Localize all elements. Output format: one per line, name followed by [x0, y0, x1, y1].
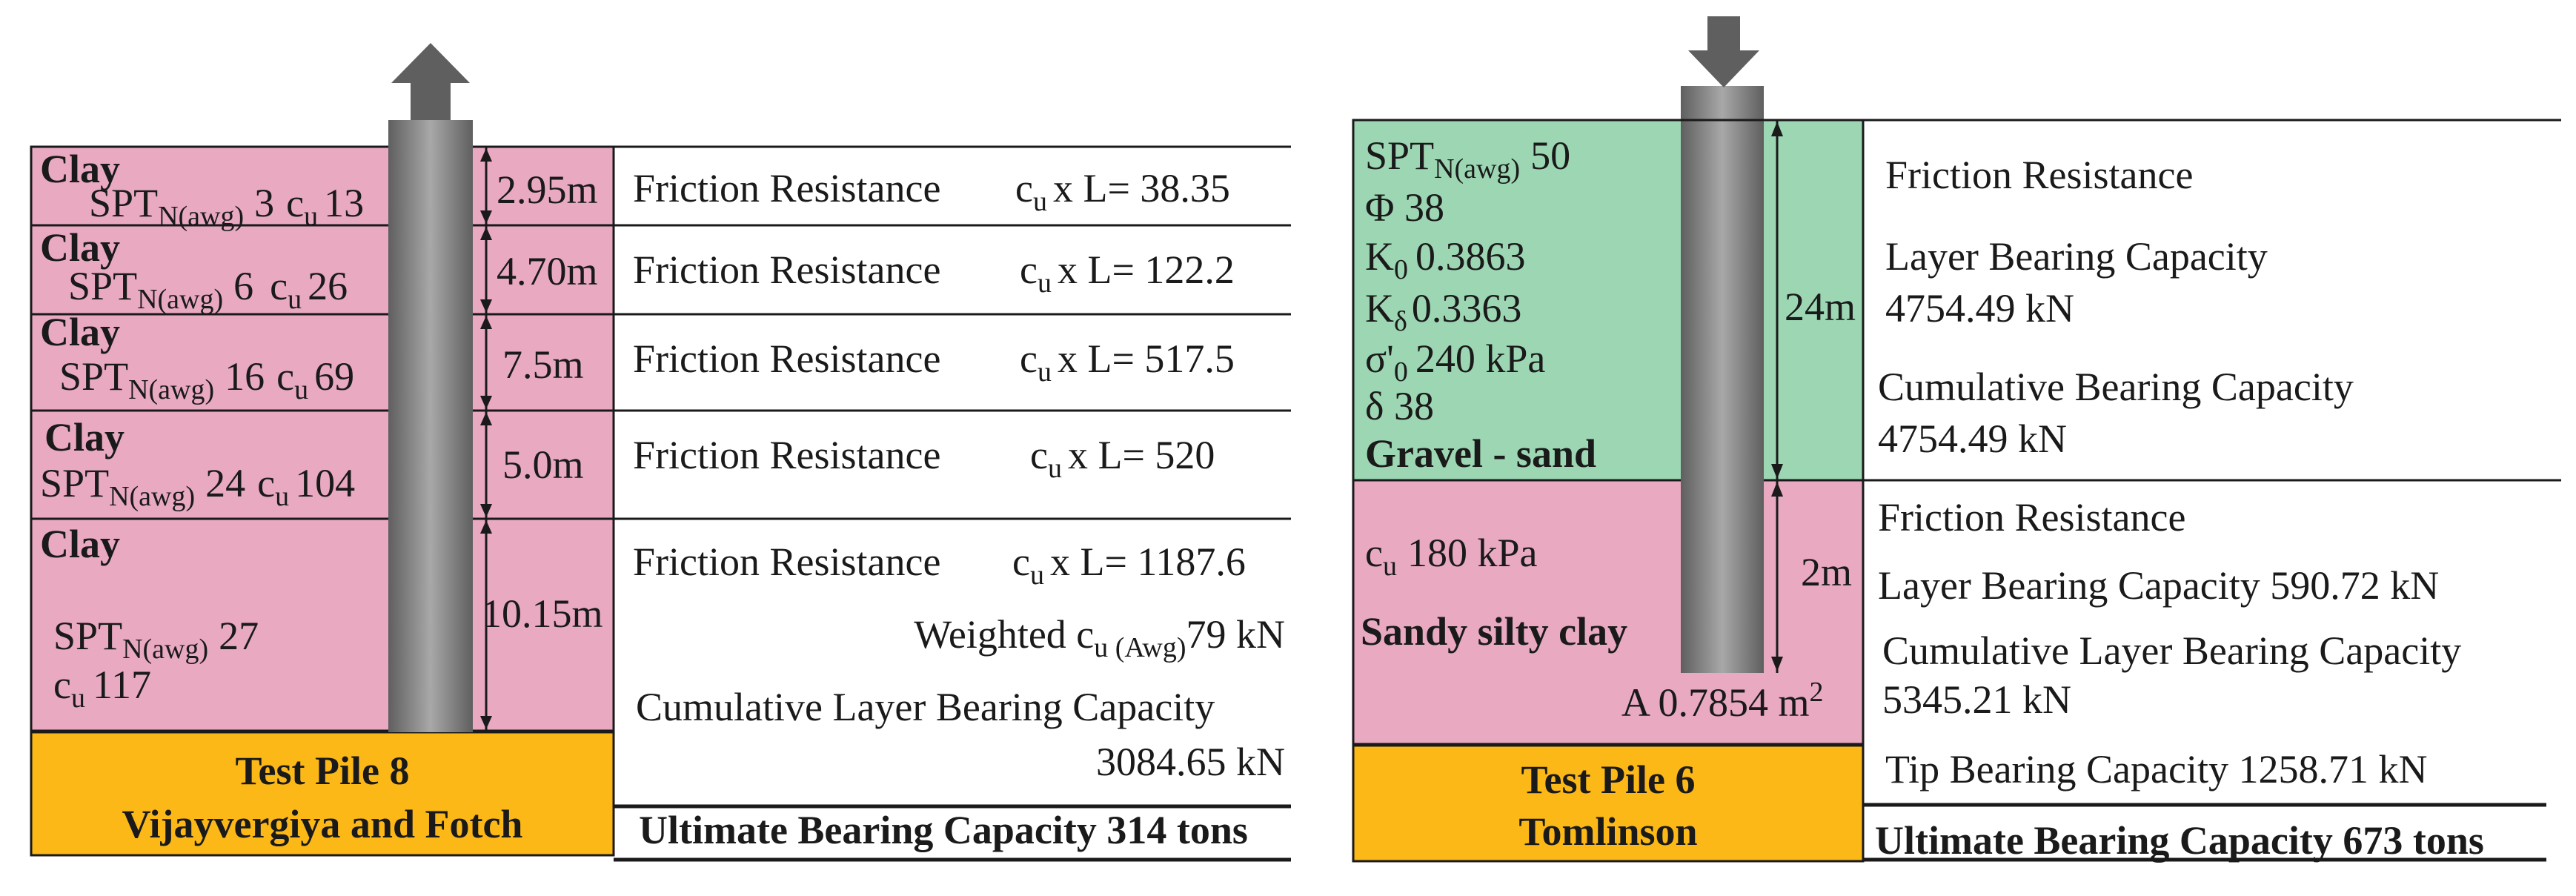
left-layer-3-params: SPTN(awg) 16 cu 69 [59, 354, 354, 405]
right-clay-cumulative-value: 5345.21 kN [1882, 677, 2071, 722]
right-gravel-phi: Φ 38 [1365, 185, 1444, 230]
right-panel: Test Pile 6 Tomlinson 24m 2m SPTN(awg) 50… [1352, 16, 2561, 863]
left-table-lines [614, 145, 1291, 862]
left-clay-layer-5 [31, 519, 614, 731]
right-clay-layer-bearing: Layer Bearing Capacity 590.72 kN [1878, 563, 2439, 608]
right-clay-cumulative-label: Cumulative Layer Bearing Capacity [1882, 628, 2461, 673]
left-cumulative-value: 3084.65 kN [1096, 740, 1285, 784]
right-test-pile-method: Tomlinson [1518, 809, 1697, 854]
right-clay-friction: Friction Resistance [1878, 495, 2185, 540]
right-table-lines [1353, 119, 2561, 862]
right-gravel-spt: SPTN(awg) 50 [1365, 133, 1570, 185]
left-depth-5: 10.15m [482, 591, 603, 636]
left-depth-2: 4.70m [497, 249, 598, 293]
left-layer-4-soil: Clay [44, 415, 125, 459]
left-layer-4-params: SPTN(awg) 24 cu 104 [40, 461, 355, 512]
right-clay-area: A 0.7854 m2 [1621, 677, 1824, 725]
right-depth-clay: 2m [1801, 550, 1852, 594]
left-cumulative-label: Cumulative Layer Bearing Capacity [636, 685, 1215, 729]
left-clay-layer-4 [31, 411, 614, 519]
left-depth-3: 7.5m [502, 342, 584, 387]
right-gravel-delta: δ 38 [1365, 384, 1434, 428]
right-ultimate-capacity: Ultimate Bearing Capacity 673 tons [1875, 818, 2484, 863]
right-gravel-layer-bearing-value: 4754.49 kN [1885, 286, 2074, 331]
left-friction-label-2: Friction Resistance [633, 248, 940, 292]
right-gravel-k0: K0 0.3863 [1365, 234, 1526, 285]
left-layer-1-params: SPTN(awg) 3 cu 13 [89, 181, 364, 232]
right-dimension-arrowheads [1771, 122, 1783, 671]
right-gravel-soil: Gravel - sand [1365, 431, 1596, 476]
left-friction-label-3: Friction Resistance [633, 336, 940, 381]
down-arrow-icon [1688, 16, 1759, 87]
right-gravel-cumulative-label: Cumulative Bearing Capacity [1878, 365, 2354, 409]
left-clay-layer-2 [31, 225, 614, 314]
up-arrow-icon [391, 43, 470, 120]
left-depth-1: 2.95m [497, 167, 598, 212]
left-friction-label-1: Friction Resistance [633, 166, 940, 210]
right-depth-gravel: 24m [1785, 285, 1856, 329]
left-friction-formula-2: cu x L= 122.2 [1020, 248, 1235, 299]
right-gravel-kd: Kδ 0.3363 [1365, 286, 1521, 337]
left-friction-label-5: Friction Resistance [633, 540, 940, 584]
left-friction-formula-5: cu x L= 1187.6 [1012, 540, 1246, 591]
right-gravel-friction: Friction Resistance [1885, 153, 2193, 197]
left-test-pile-name: Test Pile 8 [236, 749, 410, 793]
left-layer-5-soil: Clay [40, 522, 120, 566]
left-weighted-cu: Weighted cu (Awg)79 kN [914, 612, 1285, 663]
left-depth-4: 5.0m [502, 442, 584, 487]
right-tip-bearing: Tip Bearing Capacity 1258.71 kN [1885, 747, 2427, 792]
left-clay-layer-1 [31, 147, 614, 225]
left-ultimate-capacity: Ultimate Bearing Capacity 314 tons [639, 808, 1248, 852]
left-friction-formula-3: cu x L= 517.5 [1020, 336, 1235, 388]
left-panel: Test Pile 8 Vijayvergiya and Fotch 2.95m [30, 43, 1291, 862]
left-layer-1-soil: Clay [40, 147, 120, 191]
right-pile [1681, 86, 1764, 673]
left-friction-label-4: Friction Resistance [633, 433, 940, 477]
left-layer-5-spt: SPTN(awg) 27 [53, 614, 259, 665]
left-test-pile-method: Vijayvergiya and Fotch [122, 802, 523, 846]
left-dimension-arrowheads [480, 148, 492, 729]
left-layer-borders [30, 145, 615, 732]
left-clay-layer-3 [31, 314, 614, 411]
right-gravel-layer-bearing-label: Layer Bearing Capacity [1885, 234, 2268, 279]
right-gravel-cumulative-value: 4754.49 kN [1878, 417, 2067, 461]
left-test-pile-box [30, 731, 615, 857]
left-layer-2-soil: Clay [40, 225, 120, 270]
right-gravel-sigma: σ'0 240 kPa [1365, 336, 1545, 388]
right-clay-cu: cu 180 kPa [1365, 531, 1538, 582]
left-friction-formula-1: cu x L= 38.35 [1015, 166, 1230, 217]
right-test-pile-box [1352, 744, 1865, 863]
left-layer-3-soil: Clay [40, 310, 120, 354]
left-layer-2-params: SPTN(awg) 6 cu 26 [68, 264, 348, 315]
right-clay-soil: Sandy silty clay [1361, 609, 1627, 654]
left-layer-5-cu: cu 117 [53, 663, 151, 714]
left-dimension-lines [485, 147, 499, 731]
left-pile [388, 120, 473, 732]
right-dimension-lines [1773, 120, 1787, 673]
right-test-pile-name: Test Pile 6 [1521, 757, 1696, 802]
left-friction-formula-4: cu x L= 520 [1030, 433, 1215, 484]
